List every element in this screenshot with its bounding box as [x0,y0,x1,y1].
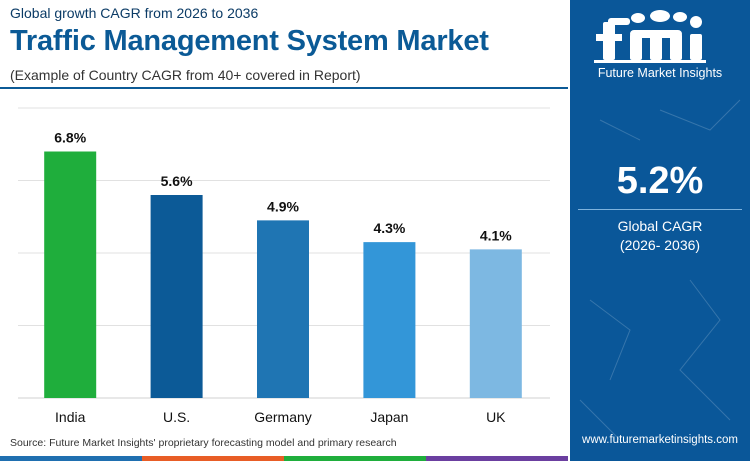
data-label: 5.6% [161,173,193,189]
footer-color-segment [0,456,142,461]
header-divider [0,87,568,89]
global-cagr-period: (2026- 2036) [619,237,701,253]
bar-india [44,151,97,398]
brand-name: Future Market Insights [597,66,723,80]
bar-chart-svg: 6.8% India 5.6% U.S. 4.9% Germany 4.3% Japan 4.1… [18,107,550,425]
x-tick-label: India [55,409,86,425]
bar-chart: 6.8% India 5.6% U.S. 4.9% Germany 4.3% Japan 4.1… [0,95,568,435]
x-tick-label: Japan [370,409,408,425]
bar-germany [257,220,309,398]
footer-color-segment [284,456,426,461]
data-label: 4.3% [373,220,405,236]
header-top-line: Global growth CAGR from 2026 to 2036 [10,5,259,21]
global-cagr-value: 5.2% [616,160,704,202]
x-tick-label: Germany [254,409,312,425]
bar-us [150,195,203,398]
footer-color-segment [142,456,284,461]
data-label: 4.1% [480,227,512,243]
data-label: 4.9% [267,198,299,214]
footer-color-segment [426,456,568,461]
x-tick-label: U.S. [163,409,190,425]
fmi-logo [594,10,706,63]
website-url[interactable]: www.futuremarketinsights.com [582,434,738,446]
bar-japan [363,242,416,398]
footer-color-bar [0,456,568,461]
data-label: 6.8% [54,130,86,146]
bar-uk [469,249,522,398]
source-note: Source: Future Market Insights' propriet… [10,437,397,449]
global-cagr-label: Global CAGR [617,218,703,234]
x-tick-label: UK [486,409,506,425]
page-title: Traffic Management System Market [10,25,489,57]
stat-divider [578,209,742,210]
page-subtitle: (Example of Country CAGR from 40+ covere… [10,67,361,83]
side-panel: Future Market Insights 5.2% Global CAGR … [570,0,750,461]
panel-texture [579,99,741,441]
